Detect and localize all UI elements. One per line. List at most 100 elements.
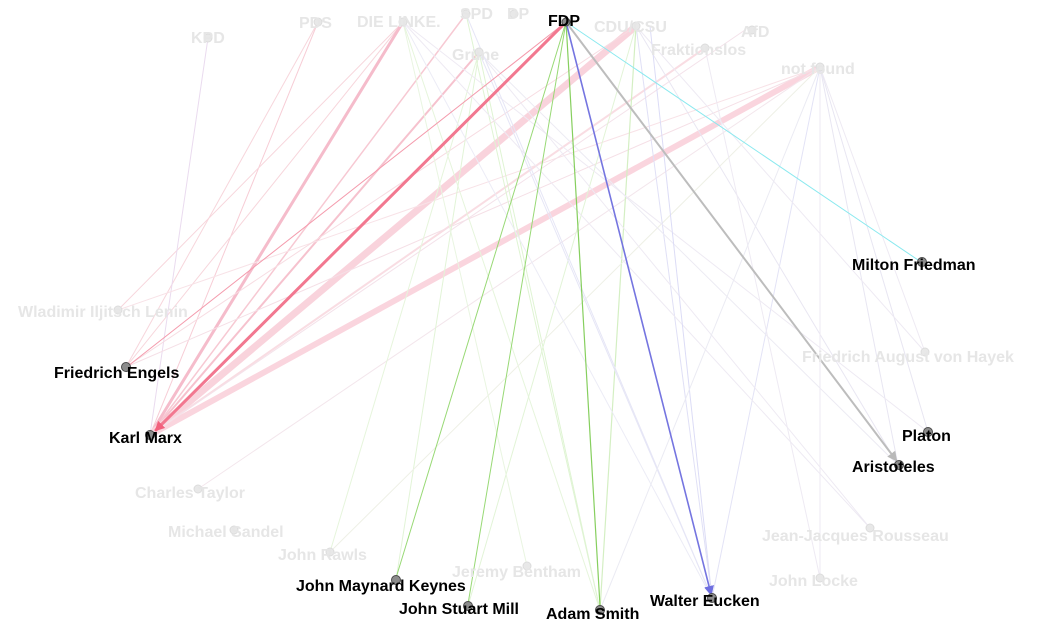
node-afd[interactable]: AfD	[741, 24, 769, 41]
edge-faint	[402, 21, 871, 529]
edge-faint	[197, 66, 821, 490]
fdp-edges	[127, 20, 922, 607]
edge-faint	[478, 51, 899, 466]
node-milton-friedman[interactable]: Milton Friedman	[852, 257, 976, 274]
edge-faint	[478, 51, 601, 611]
node-label: Walter Eucken	[650, 593, 760, 610]
edge-faint	[402, 21, 528, 567]
node-hayek[interactable]: Friedrich August von Hayek	[802, 347, 1014, 366]
node-john-maynard-keynes[interactable]: John Maynard Keynes	[296, 575, 466, 596]
edge-fdp-keynes	[395, 21, 567, 579]
edge-faint	[329, 51, 480, 553]
node-label: Karl Marx	[109, 430, 182, 447]
edge-fdp-friedman	[565, 21, 922, 263]
node-dot	[325, 547, 335, 557]
node-label: Aristoteles	[852, 459, 935, 476]
edge-fdp-smith	[565, 21, 601, 607]
node-platon[interactable]: Platon	[902, 427, 951, 446]
node-lenin[interactable]: Wladimir Iljitsch Lenin	[18, 304, 188, 321]
node-label: not found	[781, 61, 855, 78]
node-dp[interactable]: DP	[507, 6, 530, 23]
node-dot	[113, 305, 123, 315]
node-dot	[747, 25, 757, 35]
node-rawls[interactable]: John Rawls	[278, 547, 367, 564]
edge-faint	[819, 66, 926, 353]
node-dot	[474, 47, 484, 57]
node-dot	[461, 9, 471, 19]
edge-faint	[402, 21, 713, 599]
node-label: Friedrich Engels	[54, 365, 179, 382]
edge-faint	[465, 13, 601, 611]
background-edges	[117, 13, 929, 611]
node-label: DIE LINKE.	[357, 14, 441, 31]
node-dot	[917, 257, 927, 267]
edge-fdp-marx	[154, 20, 568, 432]
edge-faint	[395, 51, 480, 581]
node-dot	[561, 17, 571, 27]
node-dot	[595, 605, 605, 615]
node-dot	[894, 460, 904, 470]
node-dot	[509, 9, 519, 19]
edge-faint	[147, 64, 823, 438]
node-bentham[interactable]: Jeremy Bentham	[452, 561, 581, 581]
node-dot	[463, 601, 473, 611]
node-label: Michael Sandel	[168, 524, 284, 541]
edge-fdp-aristoteles	[565, 21, 898, 462]
node-label: Fraktionslos	[651, 42, 746, 59]
edge-faint	[402, 21, 601, 611]
node-label: DP	[507, 6, 530, 23]
edge-faint	[148, 20, 405, 437]
node-karl-marx[interactable]: Karl Marx	[109, 430, 182, 447]
node-label: KPD	[191, 30, 225, 47]
node-label: Friedrich August von Hayek	[802, 349, 1014, 366]
node-locke[interactable]: John Locke	[769, 573, 858, 590]
node-cdu-csu[interactable]: CDU/CSU	[594, 19, 667, 36]
node-label: Adam Smith	[546, 606, 639, 623]
edge-faint	[117, 21, 404, 311]
edge-fdp-engels	[127, 21, 567, 367]
edge-faint	[478, 51, 871, 529]
edge-faint	[402, 21, 929, 433]
node-adam-smith[interactable]: Adam Smith	[546, 605, 639, 624]
node-taylor[interactable]: Charles Taylor	[135, 484, 245, 502]
node-kpd[interactable]: KPD	[191, 30, 225, 47]
node-dot	[920, 347, 930, 357]
node-rousseau[interactable]: Jean-Jacques Rousseau	[762, 523, 949, 545]
node-label: Wladimir Iljitsch Lenin	[18, 304, 188, 321]
node-die-linke[interactable]: DIE LINKE.	[357, 14, 441, 31]
node-dot	[865, 523, 875, 533]
node-dot	[522, 561, 532, 571]
node-gruene[interactable]: Grüne	[452, 47, 499, 64]
node-dot	[229, 525, 239, 535]
node-label: John Rawls	[278, 547, 367, 564]
node-pds[interactable]: PDS	[299, 15, 332, 32]
node-not-found[interactable]: not found	[781, 61, 855, 78]
edge-faint	[149, 47, 706, 436]
nodes: KPD PDS DIE LINKE. SPD DP Grüne CDU/CSU	[18, 6, 1014, 623]
edge-faint	[819, 66, 929, 433]
node-fraktionslos[interactable]: Fraktionslos	[651, 42, 746, 59]
edge-faint	[599, 25, 637, 611]
node-dot	[313, 17, 323, 27]
edge-faint	[649, 25, 713, 599]
node-friedrich-engels[interactable]: Friedrich Engels	[54, 362, 179, 383]
node-fdp[interactable]: FDP	[548, 13, 580, 30]
node-dot	[923, 427, 933, 437]
node-aristoteles[interactable]: Aristoteles	[852, 459, 935, 476]
node-dot	[121, 362, 131, 372]
edge-faint	[467, 25, 637, 607]
node-label: SPD	[460, 6, 493, 23]
edge-faint	[125, 21, 319, 368]
node-sandel[interactable]: Michael Sandel	[168, 524, 284, 541]
edge-faint	[125, 66, 821, 368]
edge-fdp-mill	[467, 21, 567, 605]
node-john-stuart-mill[interactable]: John Stuart Mill	[399, 601, 519, 618]
node-label: CDU/CSU	[594, 19, 667, 36]
node-spd[interactable]: SPD	[460, 6, 493, 23]
node-label: PDS	[299, 15, 332, 32]
node-label: Grüne	[452, 47, 499, 64]
edge-faint	[329, 66, 821, 553]
node-dot	[815, 573, 825, 583]
node-walter-eucken[interactable]: Walter Eucken	[650, 593, 760, 610]
